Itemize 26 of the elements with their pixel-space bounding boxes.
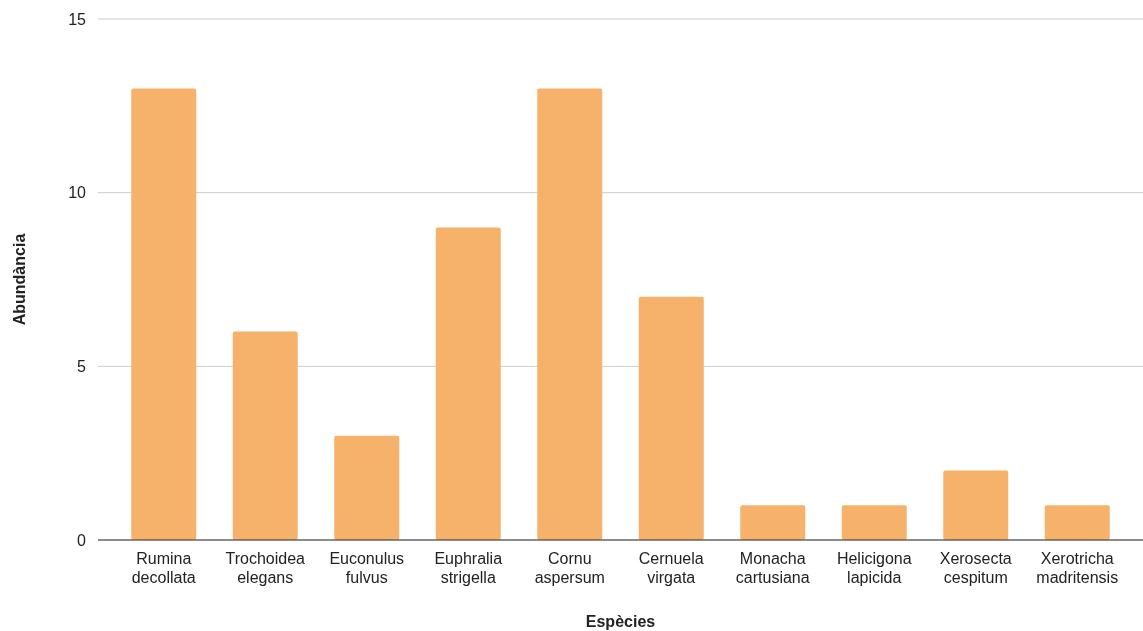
y-tick-label: 10 xyxy=(68,184,87,202)
bar xyxy=(841,505,907,540)
x-tick-label: Trochoidea elegans xyxy=(225,550,306,586)
y-tick-label: 15 xyxy=(68,10,87,28)
x-tick-label: Cornu aspersum xyxy=(534,550,605,586)
x-tick-label: Euphralia strigella xyxy=(434,550,503,586)
bar xyxy=(131,88,197,540)
bar xyxy=(740,505,806,540)
bar xyxy=(435,227,501,540)
bar xyxy=(1044,505,1110,540)
x-tick-label: Rumina decollata xyxy=(131,550,196,586)
y-axis-title: Abundància xyxy=(11,233,28,326)
x-tick-label: Xerotricha madritensis xyxy=(1036,550,1119,586)
y-tick-label: 5 xyxy=(77,357,87,375)
x-tick-label: Monacha cartusiana xyxy=(735,550,810,586)
x-tick-label: Cernuela virgata xyxy=(638,550,704,586)
bar xyxy=(334,435,400,540)
bar xyxy=(638,296,704,540)
y-tick-label: 0 xyxy=(77,531,87,549)
x-tick-label: Euconulus fulvus xyxy=(329,550,405,586)
x-tick-label: Helicigona lapicida xyxy=(836,550,912,586)
bar xyxy=(232,331,298,540)
x-axis-title: Espècies xyxy=(585,613,656,630)
bar xyxy=(537,88,603,540)
x-tick-label: Xerosecta cespitum xyxy=(939,550,1012,586)
bar xyxy=(943,470,1009,540)
